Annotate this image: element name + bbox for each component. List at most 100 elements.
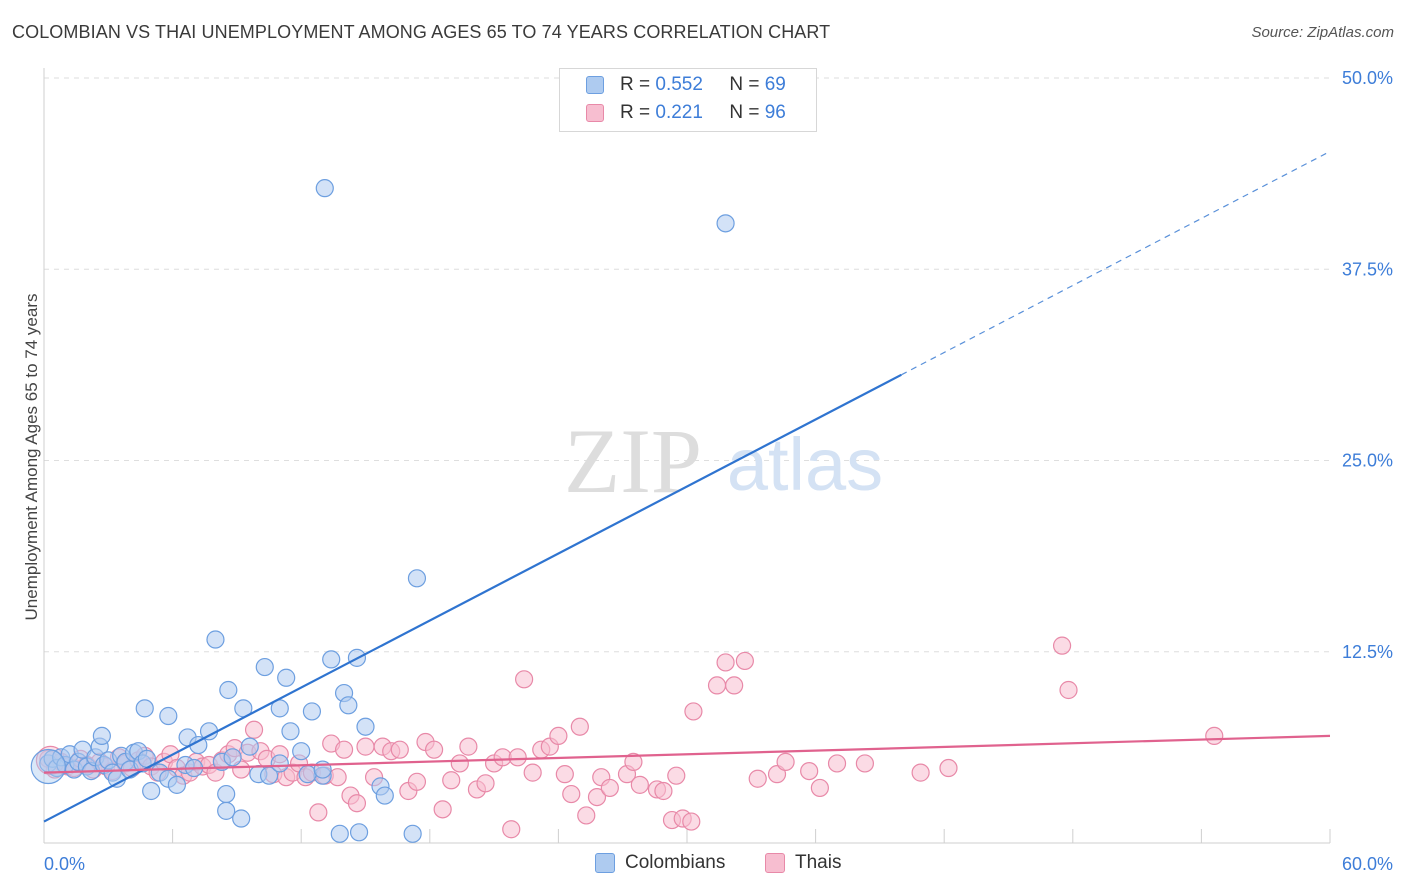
colombian-point [92, 726, 111, 746]
thai-point [630, 775, 649, 794]
colombian-point [217, 784, 236, 804]
thai-point [433, 800, 452, 819]
colombian-point [232, 809, 251, 828]
thai-point [347, 794, 367, 813]
trendlines [43, 150, 1331, 823]
source-label: Source: ZipAtlas.com [1251, 24, 1394, 41]
colombian-point [159, 706, 178, 726]
colombian-point [30, 748, 66, 785]
thai-point [725, 676, 744, 695]
thai-point [855, 754, 874, 773]
thai-point [356, 737, 375, 756]
thai-point [939, 758, 958, 778]
thai-point [328, 768, 347, 787]
thai-point [654, 781, 673, 801]
legend-n-label: N = [729, 102, 760, 123]
colombian-point [270, 754, 289, 773]
thai-point [684, 702, 703, 721]
series-legend-colombians[interactable]: Colombians [595, 852, 725, 874]
colombian-point [277, 668, 296, 687]
thai-point [776, 752, 795, 772]
thai-point [667, 766, 686, 785]
legend-r-value: 0.221 [655, 102, 703, 123]
thai-point [515, 670, 534, 689]
legend-swatch-blue [586, 76, 604, 94]
colombian-point [223, 748, 242, 767]
thai-point [716, 653, 735, 672]
colombian-point [281, 722, 300, 741]
colombian-point [217, 801, 236, 820]
tick-labels: 12.5% 25.0% 37.5% 50.0% 0.0% 60.0% [44, 68, 1393, 874]
thai-point [502, 820, 521, 839]
thai-point [334, 740, 354, 759]
colombian-point [240, 737, 259, 756]
thai-point [800, 761, 819, 781]
colombian-point [375, 786, 394, 805]
thai-point [442, 771, 461, 790]
thai-point [577, 806, 596, 825]
thai-point [555, 765, 574, 784]
legend-text: R = 0.221 N = 96 [620, 102, 786, 124]
thai-point [707, 676, 727, 695]
thai-point [549, 726, 568, 746]
colombian-point [315, 179, 334, 198]
colombian-point [292, 742, 311, 761]
colombian-point [219, 680, 238, 700]
colombians-trendline [43, 373, 902, 823]
thai-point [424, 740, 444, 759]
legend-r-value: 0.552 [655, 74, 703, 95]
thai-point [459, 737, 478, 756]
legend-r-label: R = [620, 74, 651, 95]
colombian-point [135, 699, 154, 718]
colombian-point [407, 569, 427, 588]
colombians-points [30, 179, 735, 843]
thai-point [244, 720, 264, 739]
thais-trendline [43, 734, 1331, 774]
x-tick-label: 0.0% [44, 854, 85, 874]
thai-point [911, 763, 930, 782]
y-tick-label: 25.0% [1342, 451, 1393, 471]
y-tick-label: 37.5% [1342, 259, 1393, 279]
thai-point [682, 812, 701, 831]
colombian-point [302, 702, 322, 721]
thai-point [562, 784, 581, 804]
thai-point [1059, 680, 1078, 700]
chart-title: COLOMBIAN VS THAI UNEMPLOYMENT AMONG AGE… [12, 22, 831, 42]
colombian-point [339, 696, 358, 715]
colombian-point [403, 824, 422, 843]
thai-point [523, 763, 542, 782]
series-legend: Colombians Thais [0, 852, 1406, 876]
thai-point [748, 769, 767, 788]
series-name: Colombians [625, 852, 726, 873]
thai-point [810, 778, 829, 798]
colombian-point [716, 214, 735, 233]
colombian-point [142, 781, 161, 801]
legend-swatch-pink [765, 853, 785, 873]
gridlines [44, 77, 1330, 653]
thai-point [407, 772, 427, 791]
legend-n-value: 69 [764, 74, 786, 95]
axes [43, 68, 1331, 844]
legend-n-value: 96 [764, 102, 786, 123]
watermark-zip: ZIP [564, 410, 702, 512]
colombians-trendline-extension [901, 150, 1331, 376]
thai-point [570, 717, 589, 736]
colombian-point [167, 775, 186, 794]
y-tick-label: 50.0% [1342, 68, 1393, 88]
thai-point [450, 754, 469, 773]
thai-point [624, 752, 643, 772]
correlation-legend: R = 0.552 N = 69 R = 0.221 N = 96 [559, 68, 817, 132]
colombian-point [255, 657, 274, 677]
thai-point [827, 754, 847, 773]
colombian-point [356, 717, 375, 736]
y-tick-label: 12.5% [1342, 642, 1393, 662]
series-legend-thais[interactable]: Thais [765, 852, 841, 874]
colombian-point [330, 824, 349, 843]
thai-point [600, 778, 619, 798]
colombian-point [206, 630, 225, 649]
legend-swatch-pink [586, 104, 604, 122]
thai-point [508, 748, 527, 767]
x-tick-label: 60.0% [1342, 854, 1393, 874]
watermark-atlas: atlas [727, 423, 883, 506]
